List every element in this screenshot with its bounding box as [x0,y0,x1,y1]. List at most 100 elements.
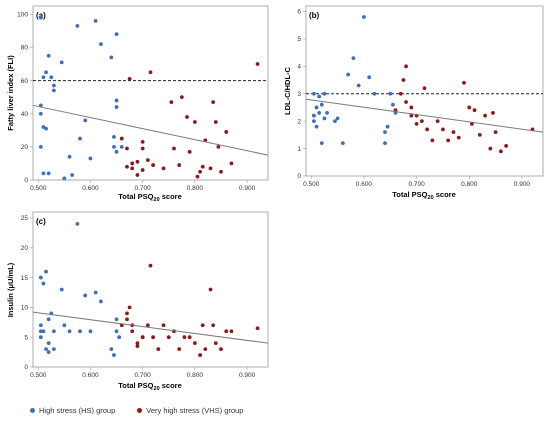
y-tick-label: 0 [24,364,28,371]
panel-a-marks: 0.500 0.600 0.700 0.800 0.900 0 20 40 60 80 100 [17,11,269,192]
y-axis-label: LDL-C/HDL-C [283,66,292,114]
vhs-point [430,138,435,143]
hs-point [38,111,43,116]
vhs-point [125,146,129,151]
vhs-point [169,100,174,105]
vhs-point [151,163,156,167]
y-tick-label: 80 [21,45,29,52]
vhs-point [130,329,135,334]
hs-point [388,91,393,96]
hs-point [98,42,103,47]
y-tick-label: 20 [21,144,29,151]
regression-line [32,311,269,344]
hs-point [44,126,48,131]
x-tick-label: 0.700 [135,185,152,192]
x-tick-label: 0.700 [135,372,152,379]
vhs-point [219,169,223,174]
x-tick-label: 0.600 [82,185,99,192]
hs-point [114,98,119,103]
hs-point [317,111,322,115]
hs-point [41,329,46,334]
hs-point [62,323,67,328]
vhs-point [224,130,229,134]
hs-point [46,350,51,354]
vhs-point [219,347,223,352]
hs-point [312,119,316,124]
vhs-point [145,158,150,163]
vhs-point [414,122,419,126]
x-tick-label: 0.800 [187,185,204,192]
hs-point [362,15,366,19]
hs-point [41,75,46,80]
regression-line [32,104,269,156]
hs-point [98,299,103,304]
x-tick-label: 0.600 [356,181,373,188]
y-tick-label: 100 [17,11,28,18]
hs-point [112,353,116,357]
hs-point [46,341,51,346]
y-tick-label: 15 [21,275,29,282]
panel-label: (c) [36,217,46,226]
x-tick-label: 0.700 [408,181,425,188]
vhs-point [462,80,466,85]
vhs-point [467,105,472,110]
vhs-point [451,130,456,135]
x-axis-label: Total PSQ20 score [392,190,456,201]
vhs-point [398,91,403,96]
legend-label-hs: High stress (HS) group [39,406,116,415]
hs-point [333,119,337,124]
vhs-point [177,347,182,352]
y-axis-label: Insulin (μU/mL) [6,262,15,317]
hs-point [325,111,329,115]
x-tick-label: 0.600 [82,372,99,379]
vhs-point [422,86,427,91]
hs-point [41,281,46,286]
vhs-point [161,166,166,171]
hs-point [83,293,88,298]
y-tick-label: 25 [21,215,29,222]
hs-point [46,317,51,322]
vhs-point [140,146,145,151]
hs-point [59,287,64,292]
hs-point [335,116,340,121]
y-tick-label: 2 [297,118,301,125]
vhs-point [498,149,503,154]
vhs-point [483,113,487,118]
hs-point [356,83,361,88]
vhs-point [255,62,260,66]
vhs-point [425,127,430,132]
vhs-point [172,146,176,151]
hs-point [114,149,119,154]
hs-point [119,144,124,149]
y-tick-label: 4 [297,64,301,71]
panel-c: (c) Insulin (μU/mL) Total PSQ20 score 0.… [6,211,269,392]
hs-point [322,116,327,121]
y-tick-label: 5 [24,334,28,341]
vhs-point [151,335,156,340]
vhs-point [470,122,474,126]
legend-item-hs: High stress (HS) group [30,406,115,415]
hs-point [112,135,116,139]
hs-point [314,124,319,129]
panel-label: (a) [36,11,46,20]
x-tick-label: 0.500 [30,372,47,379]
hs-point [75,222,80,226]
hs-point [385,124,390,129]
y-tick-label: 20 [21,245,29,252]
vhs-point [224,329,229,334]
regression-line [305,98,544,133]
vhs-point [488,146,493,151]
hs-point [67,154,72,159]
panel-b-marks: 0.500 0.600 0.700 0.800 0.900 0 1 2 3 4 5 6 [297,9,544,188]
vhs-marker-icon [137,408,143,413]
x-tick-label: 0.900 [239,372,256,379]
vhs-point [119,136,124,141]
vhs-point [182,335,187,340]
y-tick-label: 10 [21,305,29,312]
legend: High stress (HS) group Very high stress … [30,406,243,415]
hs-point [351,56,356,60]
hs-point [93,19,98,23]
hs-point [312,113,316,118]
vhs-point [140,335,145,340]
vhs-point [409,113,414,118]
